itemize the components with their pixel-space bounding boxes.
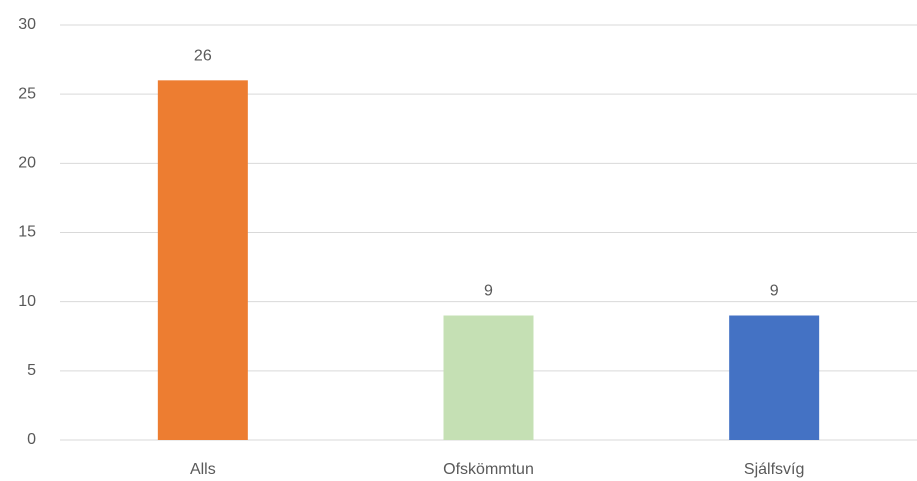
y-tick-label: 0 bbox=[27, 431, 36, 448]
data-label: 9 bbox=[770, 283, 779, 300]
bar bbox=[729, 315, 820, 440]
y-tick-label: 15 bbox=[18, 224, 36, 241]
bar bbox=[443, 315, 534, 440]
y-tick-label: 5 bbox=[27, 362, 36, 379]
data-label: 9 bbox=[484, 283, 493, 300]
bar bbox=[157, 80, 248, 440]
y-tick-label: 30 bbox=[18, 16, 36, 33]
x-tick-label: Ofskömmtun bbox=[443, 461, 534, 478]
y-tick-label: 10 bbox=[18, 293, 36, 310]
data-label: 26 bbox=[194, 48, 212, 65]
x-tick-label: Sjálfsvíg bbox=[744, 461, 804, 478]
x-tick-label: Alls bbox=[190, 461, 216, 478]
y-tick-label: 25 bbox=[18, 85, 36, 102]
y-tick-label: 20 bbox=[18, 155, 36, 172]
